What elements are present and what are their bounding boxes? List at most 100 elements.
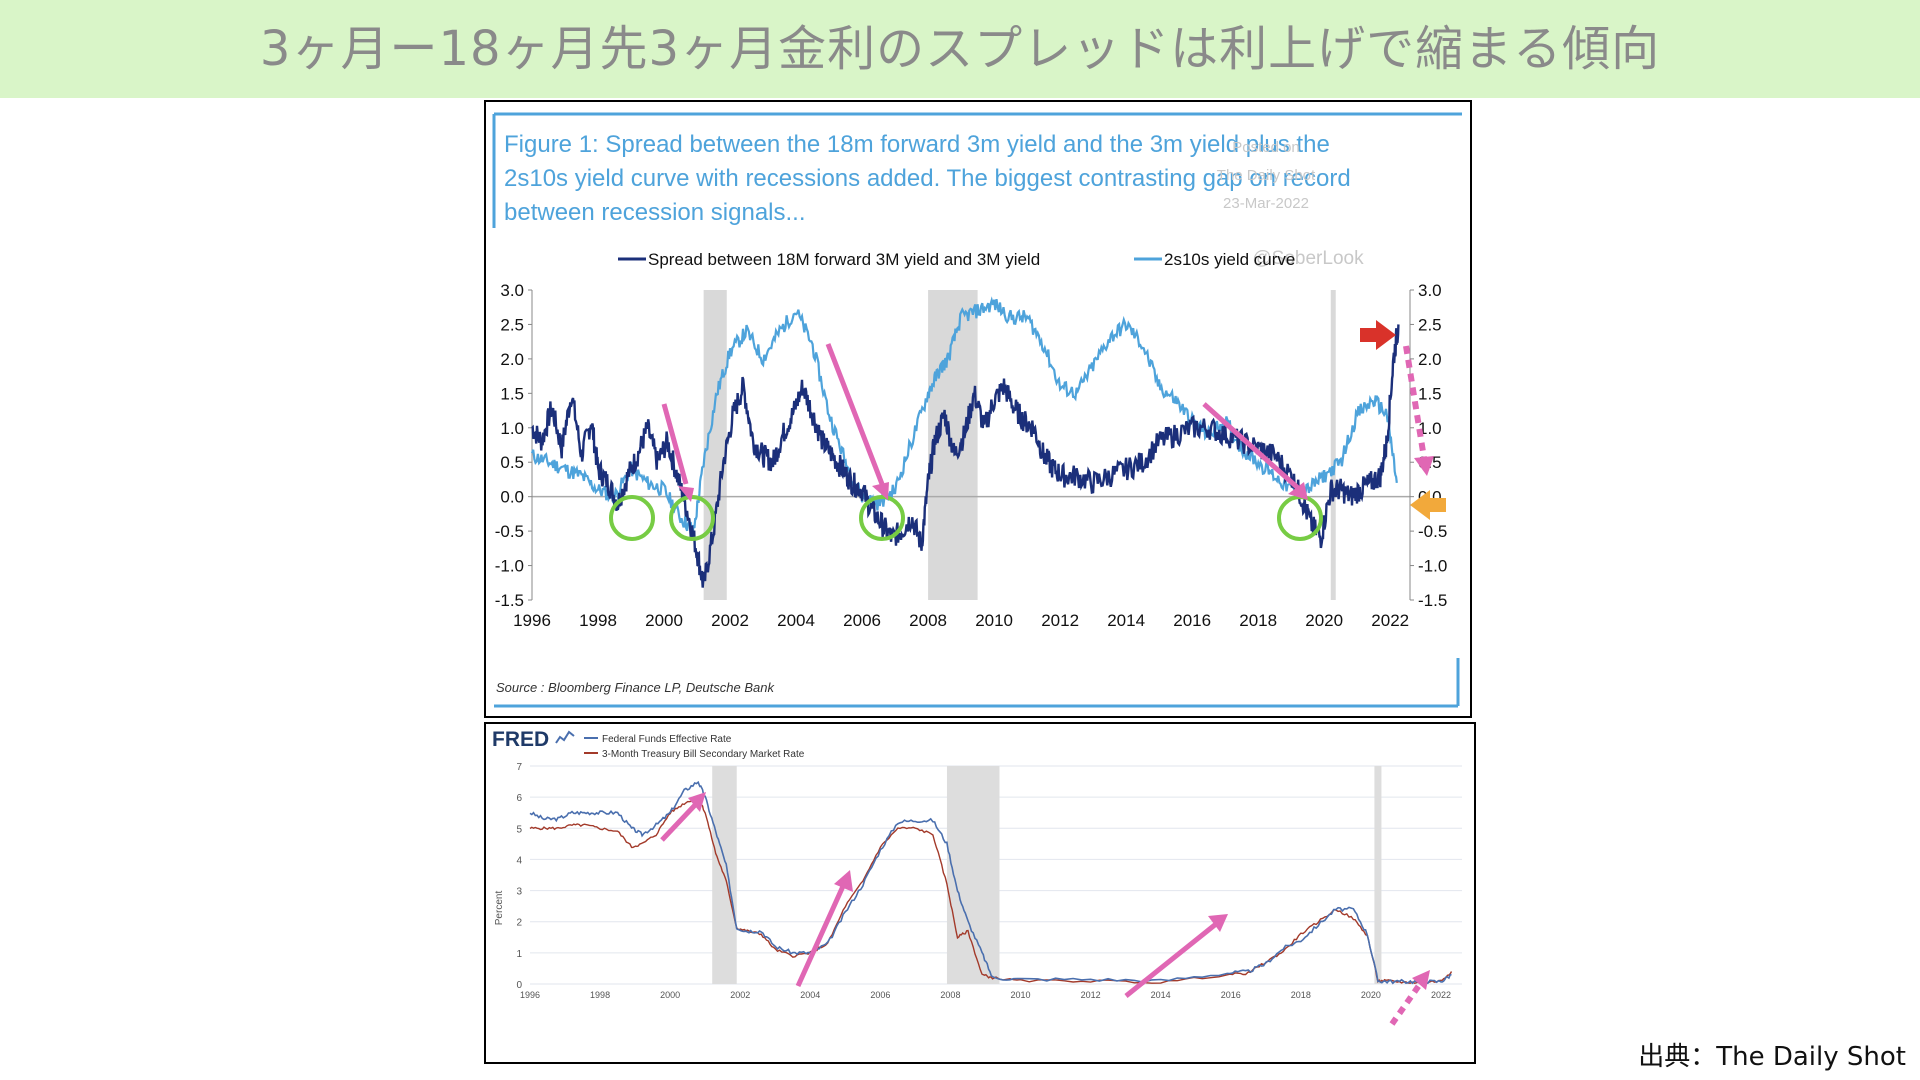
fred-logo-icon (555, 730, 575, 744)
y-tick-left: 1.0 (500, 419, 524, 438)
fred-x-tick: 2016 (1221, 990, 1241, 1000)
y-tick-left: 2.0 (500, 350, 524, 369)
fred-x-tick: 2000 (660, 990, 680, 1000)
y-tick-left: -1.0 (495, 557, 524, 576)
fred-x-tick: 2020 (1361, 990, 1381, 1000)
recession-band-0 (703, 290, 727, 600)
recession-band-2 (1330, 290, 1336, 600)
title-bar (0, 0, 1920, 98)
y-tick-right: -1.0 (1418, 557, 1447, 576)
x-tick: 2008 (909, 611, 947, 630)
pink-arrow-2005 (825, 343, 889, 500)
y-axis-right: 3.02.52.01.51.00.50.0-0.5-1.0-1.5 (1410, 281, 1447, 610)
y-tick-right: 2.0 (1418, 350, 1442, 369)
y-tick-left: 0.0 (500, 488, 524, 507)
fred-chart: FRED Federal Funds Effective Rate 3-Mont… (492, 728, 1462, 1026)
source-credit: 出典：The Daily Shot (1638, 1042, 1906, 1072)
pink-arrow-1999 (660, 792, 706, 842)
chart-source: Source : Bloomberg Finance LP, Deutsche … (496, 680, 775, 695)
y-tick-right: 1.0 (1418, 419, 1442, 438)
y-tick-left: 0.5 (500, 453, 524, 472)
fred-x-tick: 1998 (590, 990, 610, 1000)
fred-x-tick: 2008 (940, 990, 960, 1000)
fred-y-tick: 5 (516, 824, 522, 835)
x-tick: 2010 (975, 611, 1013, 630)
fred-x-tick: 2018 (1291, 990, 1311, 1000)
y-tick-right: 3.0 (1418, 281, 1442, 300)
series-line-2s10s (530, 296, 1398, 534)
legend-label-spread: Spread between 18M forward 3M yield and … (648, 250, 1040, 269)
legend-label-tbill: 3-Month Treasury Bill Secondary Market R… (602, 749, 805, 760)
x-tick: 2018 (1239, 611, 1277, 630)
orange-arrow-icon (1410, 490, 1446, 520)
spread-chart-panel: Figure 1: Spread between the 18m forward… (484, 100, 1472, 718)
spread-chart: Figure 1: Spread between the 18m forward… (492, 112, 1462, 708)
x-axis: 1996 1998 2000 2002 2004 2006 2008 2010 2012 2014… (513, 611, 1409, 630)
fred-y-axis-label: Percent (494, 891, 505, 926)
x-tick: 2000 (645, 611, 683, 630)
fred-x-tick: 2004 (800, 990, 820, 1000)
y-tick-left: 1.5 (500, 384, 524, 403)
fred-x-tick: 2022 (1431, 990, 1451, 1000)
watermark-date: 23-Mar-2022 (1223, 195, 1309, 212)
fred-y-axis: 0 1 2 3 4 5 6 7 (516, 762, 522, 991)
y-tick-right: -1.5 (1418, 591, 1447, 610)
fred-x-tick: 2002 (730, 990, 750, 1000)
pink-arrow-2017 (1202, 402, 1308, 500)
legend-label-curve: 2s10s yield curve (1164, 250, 1295, 269)
x-tick: 2004 (777, 611, 815, 630)
x-tick: 1996 (513, 611, 551, 630)
pink-arrow-2000 (661, 403, 694, 502)
circle-marker-2006 (859, 495, 905, 541)
red-arrow-icon (1360, 320, 1396, 350)
pink-dotted-arrow-2022 (1389, 970, 1430, 1026)
fred-y-tick: 6 (516, 793, 522, 804)
x-tick: 2006 (843, 611, 881, 630)
fred-x-tick: 2006 (870, 990, 890, 1000)
fred-x-tick: 2010 (1011, 990, 1031, 1000)
fred-recession-band-1 (946, 766, 1000, 984)
y-tick-right: 1.5 (1418, 384, 1442, 403)
chart-title-line-2: 2s10s yield curve with recessions added.… (504, 165, 1351, 192)
annotations (609, 320, 1446, 541)
fred-y-tick: 0 (516, 980, 522, 991)
slide-title: 3ヶ月ー18ヶ月先3ヶ月金利のスプレッドは利上げで縮まる傾向 (259, 21, 1661, 77)
fred-y-tick: 1 (516, 949, 522, 960)
fred-y-tick: 7 (516, 762, 522, 773)
chart-title-line-3: between recession signals... (504, 199, 806, 226)
fred-x-tick: 1996 (520, 990, 540, 1000)
x-tick: 2020 (1305, 611, 1343, 630)
fred-x-tick: 2012 (1081, 990, 1101, 1000)
fred-annotations (660, 792, 1430, 1026)
fred-x-axis: 1996 1998 2000 2002 2004 2006 2008 2010 2012 2014… (520, 990, 1451, 1000)
pink-dotted-arrow-2022 (1403, 345, 1434, 476)
watermark-handle: @SoberLook (1252, 248, 1364, 269)
y-tick-left: -1.5 (495, 591, 524, 610)
pink-arrow-2016 (1124, 914, 1228, 998)
fred-y-tick: 2 (516, 918, 522, 929)
x-tick: 2014 (1107, 611, 1145, 630)
fred-y-tick: 3 (516, 887, 522, 898)
legend-label-fedfunds: Federal Funds Effective Rate (602, 734, 732, 745)
circle-marker-1998 (609, 495, 655, 541)
y-tick-left: 2.5 (500, 315, 524, 334)
y-tick-left: 3.0 (500, 281, 524, 300)
y-tick-left: -0.5 (495, 522, 524, 541)
y-tick-right: -0.5 (1418, 522, 1447, 541)
x-tick: 2002 (711, 611, 749, 630)
fred-recession-band-2 (1374, 766, 1382, 984)
series-line-fedfunds (529, 780, 1452, 985)
pink-arrow-2004 (795, 870, 853, 988)
x-tick: 2022 (1371, 611, 1409, 630)
fred-chart-panel: FRED Federal Funds Effective Rate 3-Mont… (484, 722, 1476, 1064)
fred-x-tick: 2014 (1151, 990, 1171, 1000)
x-tick: 2016 (1173, 611, 1211, 630)
y-axis-left: 3.0 2.5 2.0 1.5 1.0 0.5 0.0 -0.5 -1.0 -1.5 (495, 281, 532, 610)
fred-y-tick: 4 (516, 855, 522, 866)
chart-title-line-1: Figure 1: Spread between the 18m forward… (504, 131, 1330, 158)
watermark-source: The Daily Shot (1217, 167, 1316, 184)
watermark-posted: Posted on (1232, 139, 1300, 156)
y-tick-right: 2.5 (1418, 315, 1442, 334)
x-tick: 1998 (579, 611, 617, 630)
fred-logo: FRED (492, 728, 549, 751)
